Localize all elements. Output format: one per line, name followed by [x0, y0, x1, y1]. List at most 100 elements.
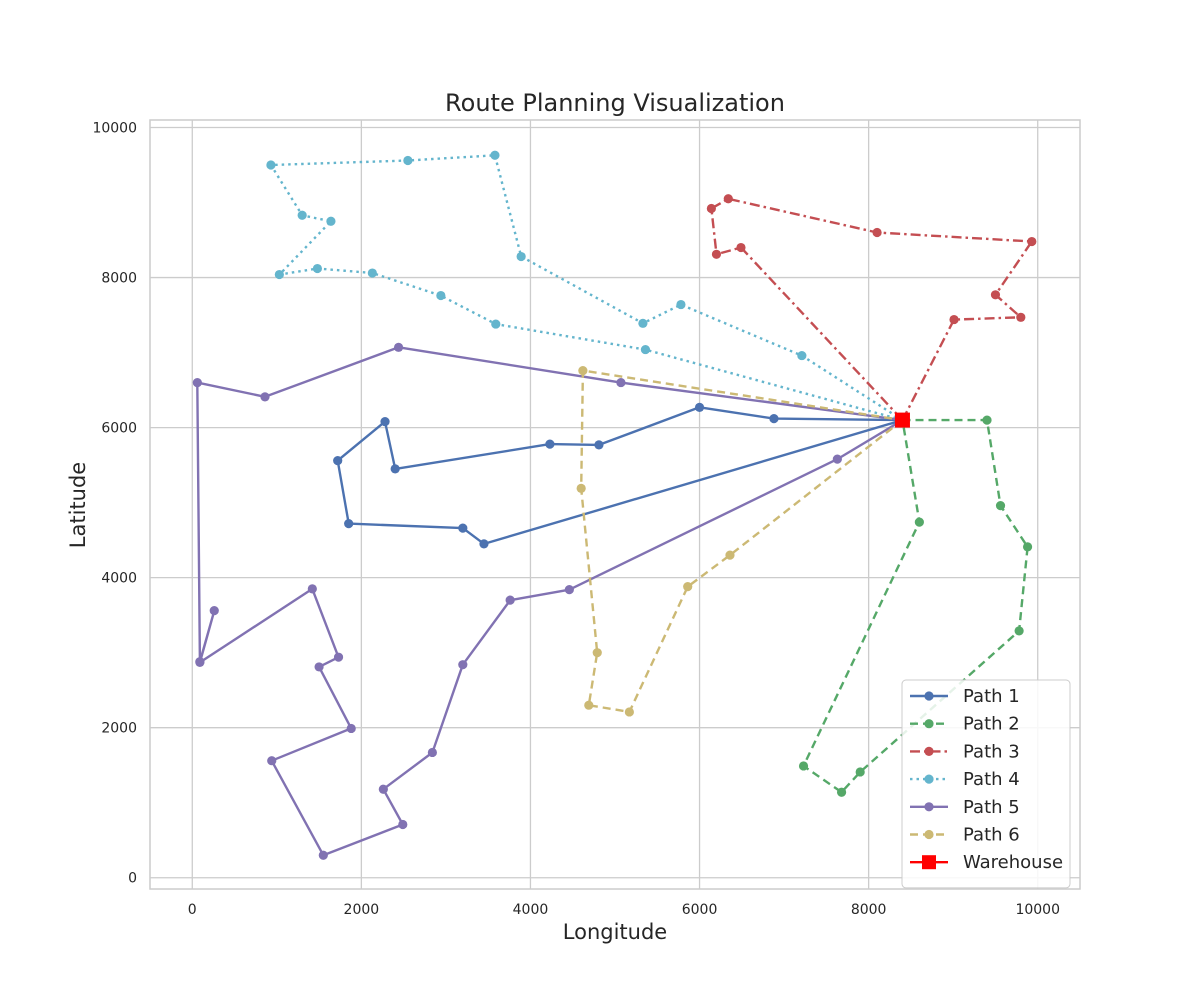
- data-point: [564, 585, 574, 595]
- data-point: [1027, 236, 1037, 247]
- y-tick-label: 8000: [101, 271, 137, 287]
- data-point: [872, 227, 882, 238]
- x-tick-label: 8000: [851, 902, 887, 918]
- tick-labels: 0 2000 4000 6000 8000 10000 0 2000 4000 6000 8000 1…: [92, 121, 1060, 918]
- data-point: [274, 269, 284, 280]
- data-point: [676, 299, 686, 310]
- data-point: [640, 344, 651, 355]
- data-point: [578, 365, 588, 376]
- series-path-4: [266, 150, 904, 422]
- data-point: [505, 595, 515, 605]
- data-point: [367, 268, 377, 278]
- data-point: [584, 700, 594, 710]
- data-point: [832, 454, 842, 464]
- data-point: [769, 413, 779, 424]
- data-point: [683, 582, 693, 592]
- legend-label: Warehouse: [963, 852, 1063, 873]
- legend-label: Path 5: [963, 797, 1020, 818]
- series-layer: [192, 150, 1037, 860]
- data-point: [592, 648, 602, 658]
- data-point: [209, 606, 219, 616]
- data-point: [318, 850, 328, 860]
- data-point: [624, 707, 634, 717]
- warehouse-marker: [894, 412, 910, 428]
- data-point: [1014, 626, 1024, 636]
- data-point: [427, 747, 437, 758]
- data-point: [346, 723, 356, 734]
- series-path-5: [192, 342, 904, 860]
- legend-marker: [924, 829, 934, 840]
- data-point: [914, 517, 924, 527]
- x-tick-label: 10000: [1015, 902, 1060, 918]
- y-tick-label: 4000: [101, 571, 137, 587]
- y-tick-label: 2000: [101, 721, 137, 737]
- data-point: [267, 756, 277, 766]
- data-point: [616, 377, 626, 388]
- series-line: [580, 369, 904, 714]
- legend-marker: [924, 746, 934, 757]
- chart-title: Route Planning Visualization: [445, 89, 785, 117]
- y-tick-label: 0: [128, 871, 137, 887]
- data-point: [694, 402, 705, 412]
- data-point: [516, 251, 526, 262]
- legend-label: Path 1: [963, 686, 1020, 707]
- data-point: [333, 456, 343, 466]
- data-point: [706, 203, 716, 214]
- data-point: [390, 464, 400, 474]
- legend-marker-square: [922, 855, 936, 870]
- data-point: [260, 392, 270, 402]
- data-point: [723, 194, 733, 204]
- x-tick-label: 6000: [682, 902, 718, 918]
- data-point: [949, 314, 959, 325]
- series-path-1: [333, 402, 903, 549]
- legend-marker: [924, 719, 934, 729]
- data-point: [266, 160, 276, 170]
- y-tick-label: 10000: [92, 121, 137, 137]
- data-point: [344, 519, 354, 529]
- x-tick-label: 0: [188, 902, 197, 918]
- data-point: [195, 657, 205, 668]
- legend-box: [901, 679, 1071, 889]
- legend-label: Path 3: [963, 741, 1020, 762]
- y-axis-title: Latitude: [66, 462, 90, 548]
- data-point: [990, 290, 1001, 300]
- data-point: [725, 550, 735, 560]
- legend-label: Path 6: [963, 825, 1020, 846]
- data-point: [307, 584, 317, 594]
- data-point: [458, 523, 468, 533]
- data-point: [380, 416, 390, 427]
- warehouse-layer: [894, 412, 910, 428]
- data-point: [192, 377, 202, 388]
- data-point: [594, 440, 604, 450]
- data-point: [855, 767, 865, 777]
- data-point: [491, 319, 501, 329]
- legend: Path 1 Path 2 Path 3 Path 4 Path 5 Path 6 Ware…: [901, 679, 1071, 889]
- data-point: [798, 761, 809, 771]
- data-point: [393, 342, 404, 352]
- legend-marker: [924, 802, 934, 812]
- x-tick-label: 2000: [344, 902, 380, 918]
- data-point: [333, 652, 344, 662]
- legend-label: Path 4: [963, 769, 1020, 790]
- series-line: [196, 346, 904, 857]
- data-point: [398, 819, 408, 830]
- legend-marker: [924, 691, 934, 701]
- series-path-6: [576, 365, 904, 717]
- data-point: [982, 415, 992, 425]
- data-point: [836, 787, 847, 797]
- data-point: [638, 318, 648, 328]
- data-point: [479, 539, 489, 549]
- data-point: [490, 150, 500, 160]
- data-point: [312, 263, 322, 274]
- data-point: [1016, 312, 1026, 322]
- x-tick-label: 4000: [513, 902, 549, 918]
- y-tick-label: 6000: [101, 421, 137, 437]
- data-point: [297, 210, 307, 220]
- x-axis-title: Longitude: [563, 920, 667, 944]
- data-point: [378, 784, 388, 794]
- data-point: [576, 483, 586, 493]
- data-point: [314, 662, 324, 672]
- data-point: [403, 155, 413, 166]
- series-path-2: [798, 415, 1033, 797]
